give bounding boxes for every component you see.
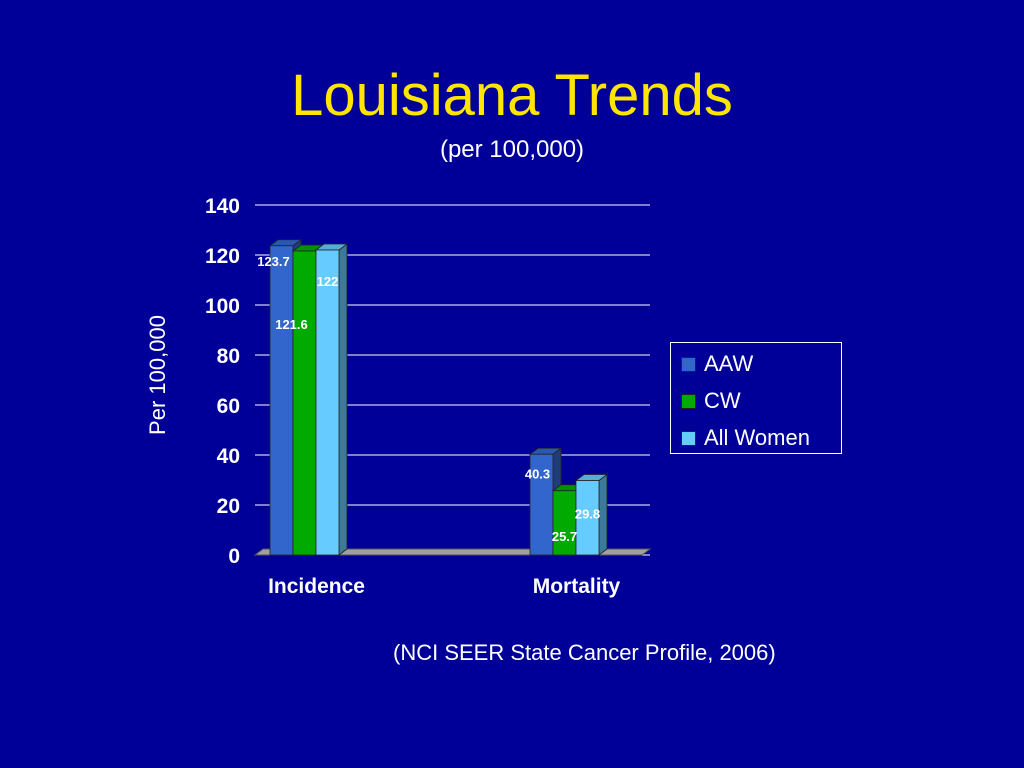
data-label: 29.8 xyxy=(575,507,600,522)
x-category-label: Mortality xyxy=(533,575,621,598)
legend-item-aaw: AAW xyxy=(681,351,753,377)
y-tick-label: 80 xyxy=(217,345,240,368)
legend-item-all-women: All Women xyxy=(681,425,810,451)
data-labels: 123.7 121.6 122 40.3 25.7 29.8 xyxy=(257,254,600,544)
data-label: 40.3 xyxy=(525,466,550,481)
slide-subtitle: (per 100,000) xyxy=(439,136,585,163)
data-label: 25.7 xyxy=(552,529,577,544)
x-category-label: Incidence xyxy=(268,575,365,598)
bars xyxy=(268,238,609,556)
y-tick-label: 40 xyxy=(217,445,240,468)
slide-title: Louisiana Trends xyxy=(291,63,733,128)
source-citation: (NCI SEER State Cancer Profile, 2006) xyxy=(393,640,776,665)
legend-swatch-aaw xyxy=(681,356,696,372)
legend-label-aaw: AAW xyxy=(704,351,754,376)
y-tick-label: 60 xyxy=(217,395,240,418)
bar-all-women-incidence xyxy=(314,243,349,556)
legend-swatch-cw xyxy=(681,393,696,409)
legend-label-cw: CW xyxy=(704,388,741,413)
legend-item-cw: CW xyxy=(681,388,741,414)
legend-swatch-all-women xyxy=(681,430,696,446)
data-label: 122 xyxy=(317,274,339,289)
x-axis-categories: Incidence Mortality xyxy=(268,575,621,598)
legend-label-all-women: All Women xyxy=(704,425,810,450)
y-tick-label: 20 xyxy=(217,495,240,518)
y-tick-label: 0 xyxy=(228,545,240,568)
y-tick-label: 140 xyxy=(205,195,240,218)
y-axis-ticks: 0 20 40 60 80 100 120 140 xyxy=(205,195,240,568)
y-axis-label: Per 100,000 xyxy=(145,315,170,435)
chart-legend: AAW CW All Women xyxy=(670,342,842,454)
data-label: 121.6 xyxy=(275,317,308,332)
y-tick-label: 100 xyxy=(205,295,240,318)
data-label: 123.7 xyxy=(257,254,290,269)
y-tick-label: 120 xyxy=(205,245,240,268)
bar-all-women-mortality xyxy=(574,473,609,556)
